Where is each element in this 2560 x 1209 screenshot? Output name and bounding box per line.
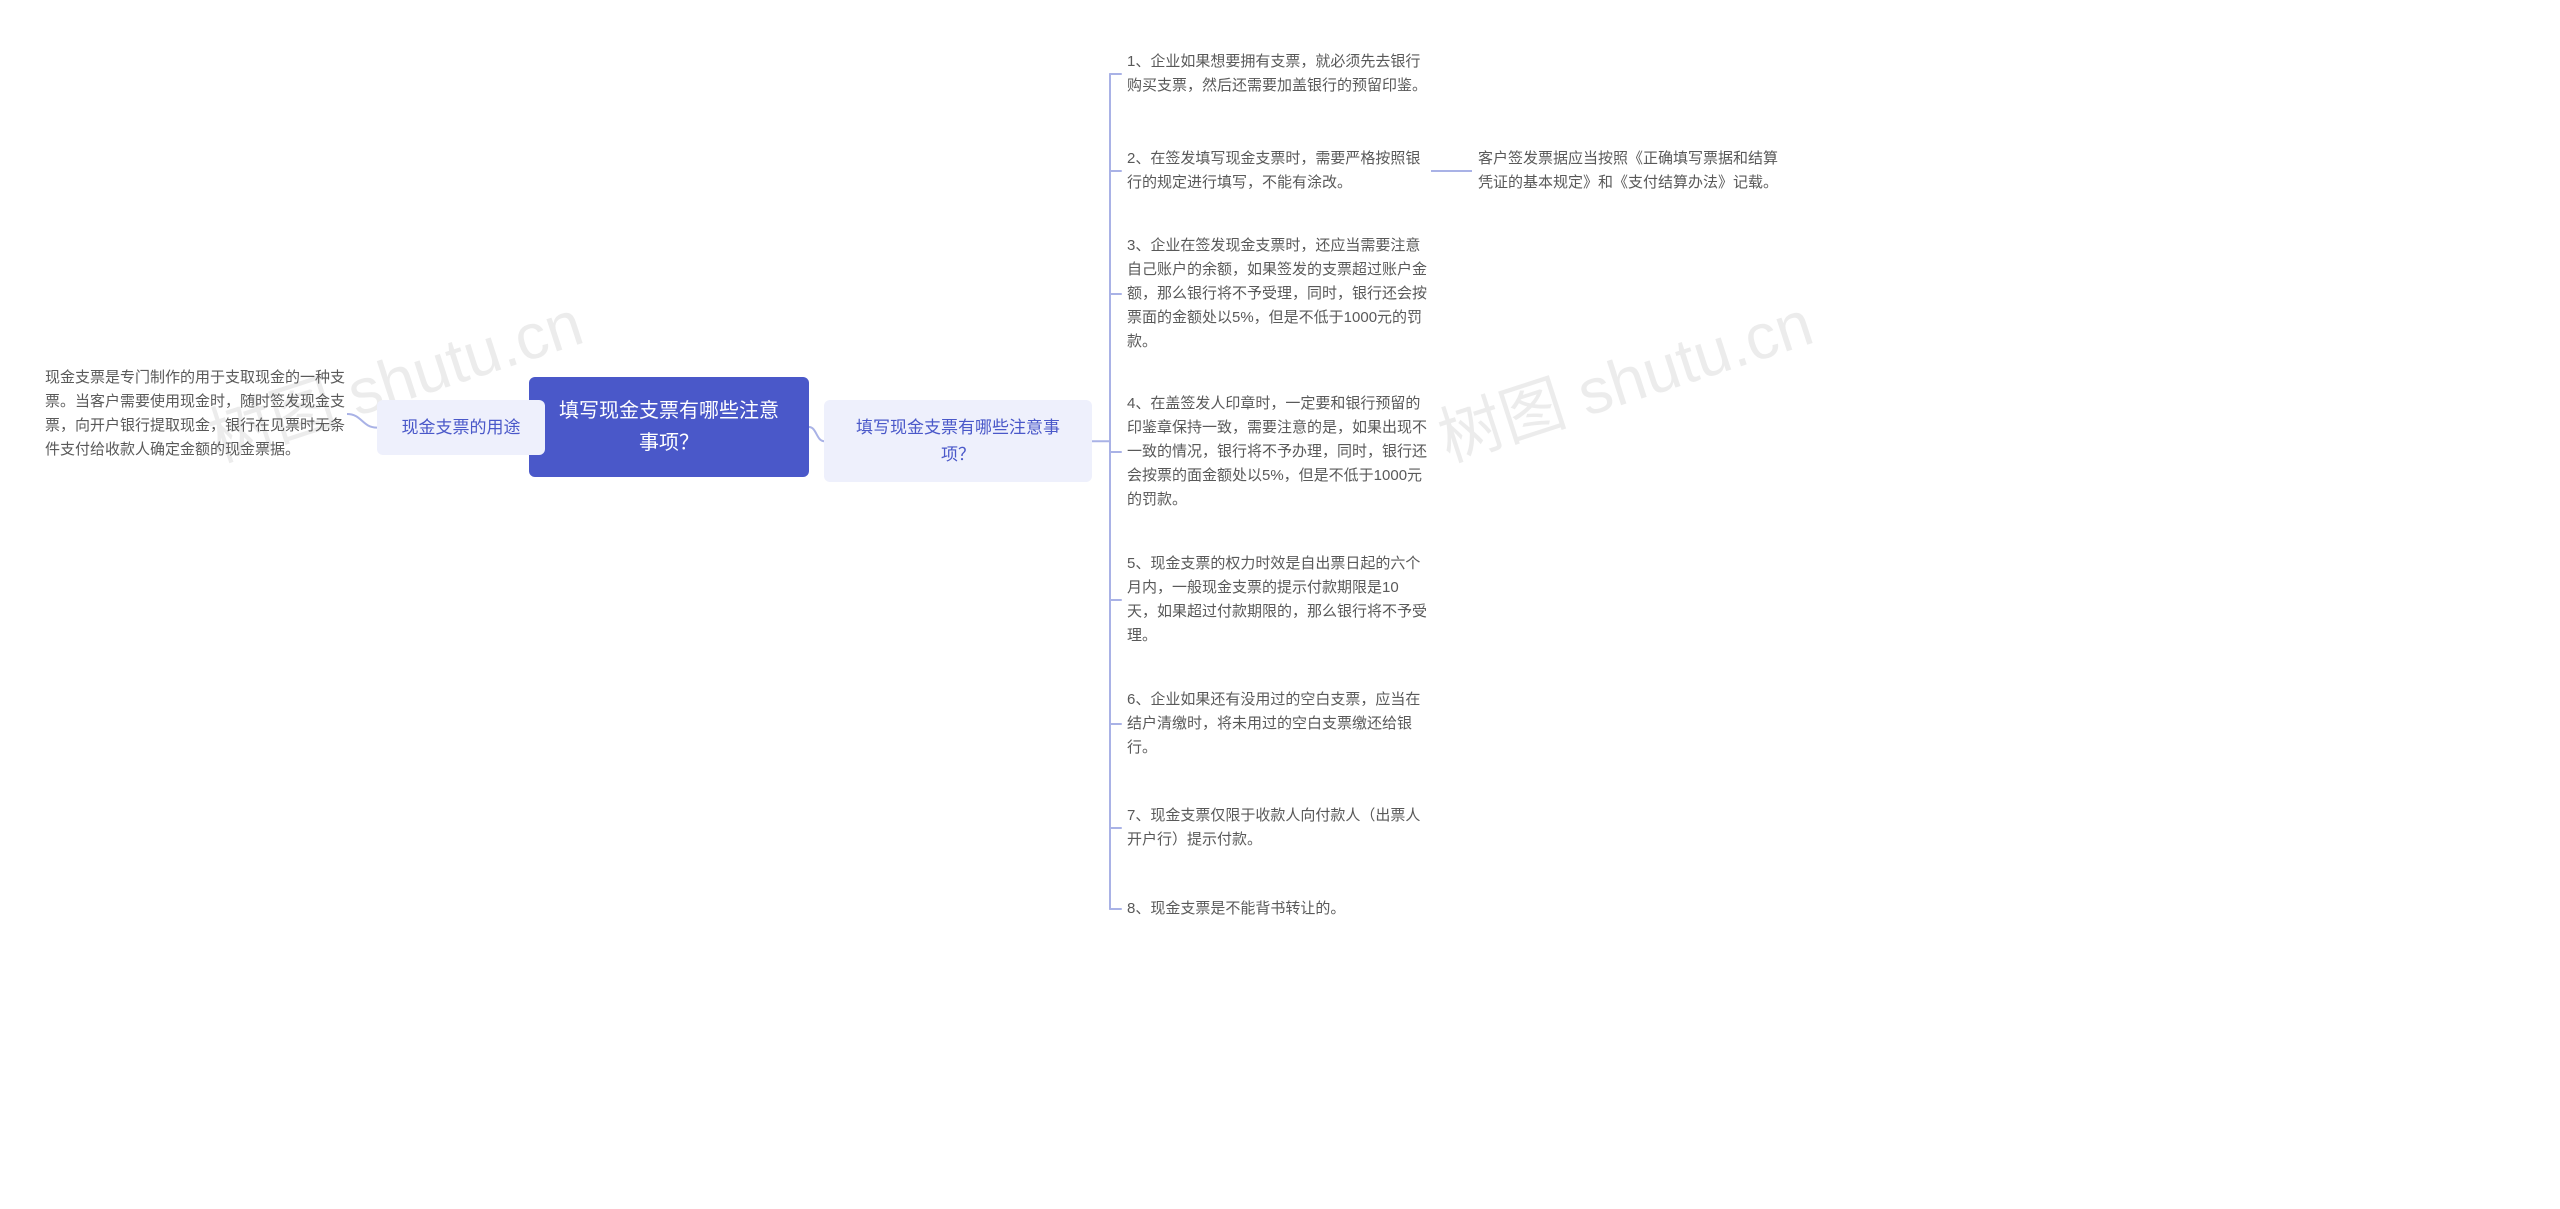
leaf-usage-desc: 现金支票是专门制作的用于支取现金的一种支票。当客户需要使用现金时，随时签发现金支… (45, 366, 347, 462)
mindmap-root: 填写现金支票有哪些注意事项？ (529, 377, 809, 477)
watermark-2: 树图 shutu.cn (1425, 272, 1822, 479)
note-item-6: 6、企业如果还有没用过的空白支票，应当在结户清缴时，将未用过的空白支票缴还给银行… (1127, 688, 1427, 760)
note-item-2-detail: 客户签发票据应当按照《正确填写票据和结算凭证的基本规定》和《支付结算办法》记载。 (1478, 147, 1778, 195)
note-item-2: 2、在签发填写现金支票时，需要严格按照银行的规定进行填写，不能有涂改。 (1127, 147, 1427, 195)
branch-notes: 填写现金支票有哪些注意事项？ (824, 400, 1092, 482)
note-item-1: 1、企业如果想要拥有支票，就必须先去银行购买支票，然后还需要加盖银行的预留印鉴。 (1127, 50, 1427, 98)
note-item-4: 4、在盖签发人印章时，一定要和银行预留的印鉴章保持一致，需要注意的是，如果出现不… (1127, 392, 1427, 512)
branch-usage: 现金支票的用途 (377, 400, 545, 455)
note-item-3: 3、企业在签发现金支票时，还应当需要注意自己账户的余额，如果签发的支票超过账户金… (1127, 234, 1427, 354)
note-item-5: 5、现金支票的权力时效是自出票日起的六个月内，一般现金支票的提示付款期限是10天… (1127, 552, 1427, 648)
note-item-8: 8、现金支票是不能背书转让的。 (1127, 897, 1427, 921)
note-item-7: 7、现金支票仅限于收款人向付款人（出票人开户行）提示付款。 (1127, 804, 1427, 852)
